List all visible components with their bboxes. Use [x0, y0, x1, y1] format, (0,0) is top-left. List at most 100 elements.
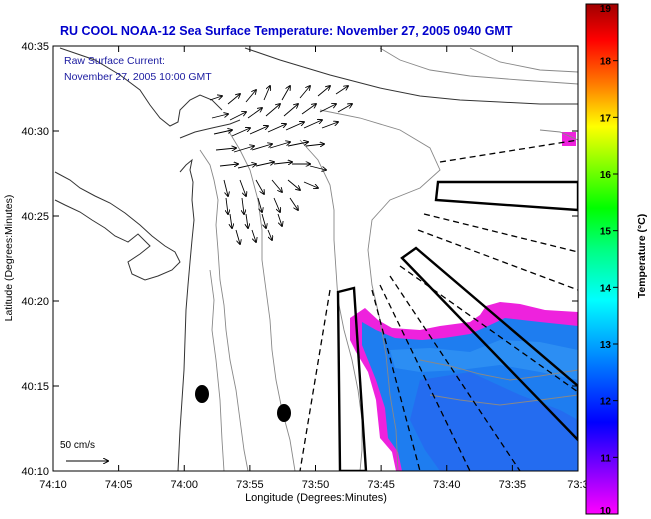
- vector: [251, 144, 272, 151]
- y-tick-label: 40:35: [21, 41, 49, 53]
- vector: [230, 213, 232, 228]
- colorbar-tick-label: 14: [600, 283, 612, 294]
- beam-8: [299, 289, 331, 471]
- colorbar-tick-label: 18: [600, 57, 612, 68]
- vector: [231, 128, 250, 137]
- annotation-line2: November 27, 2005 10:00 GMT: [64, 71, 212, 83]
- y-tick-label: 40:25: [21, 211, 49, 223]
- vector: [265, 104, 280, 117]
- colorbar-tick-label: 13: [600, 340, 612, 351]
- mooring-east[interactable]: [277, 404, 291, 422]
- y-tick-label: 40:30: [21, 126, 49, 138]
- vector: [237, 164, 256, 169]
- vector: [321, 122, 338, 129]
- vector: [227, 94, 240, 105]
- vector: [247, 108, 262, 119]
- colorbar-ticks: 19 18 17 16 15 14 13 12 11 10: [600, 3, 618, 517]
- sst-magenta-patch: [562, 132, 576, 146]
- x-tick-label: 73:3: [567, 479, 588, 491]
- contour-offshore-2: [419, 359, 578, 381]
- scale-label: 50 cm/s: [60, 440, 95, 451]
- colorbar: [585, 3, 619, 515]
- vector: [226, 197, 228, 214]
- vector: [211, 114, 228, 119]
- radar-beams: [299, 139, 578, 471]
- vector: [337, 104, 352, 113]
- nj-coastline: [54, 171, 181, 281]
- sst-blue-deep: [410, 372, 578, 471]
- vector: [287, 142, 308, 147]
- mooring-west[interactable]: [195, 385, 209, 403]
- map-panel: Raw Surface Current: November 27, 2005 1…: [53, 46, 578, 471]
- coastlines: [54, 47, 578, 471]
- contour-ripple-1: [209, 269, 225, 471]
- annotation-line1: Raw Surface Current:: [64, 55, 165, 67]
- beam-6: [379, 284, 471, 471]
- contour-hudson-canyon-east: [319, 109, 441, 471]
- x-tick-label: 74:05: [105, 479, 133, 491]
- vector: [249, 126, 268, 135]
- x-tick-label: 74:10: [39, 479, 67, 491]
- raritan-bay-shore: [179, 119, 241, 139]
- beam-7: [371, 289, 421, 471]
- vector: [209, 96, 222, 101]
- x-tick-label: 74:00: [170, 479, 198, 491]
- vector: [283, 104, 298, 117]
- vector: [245, 90, 256, 103]
- x-tick-label: 73:40: [433, 479, 461, 491]
- vector: [303, 181, 318, 188]
- vector: [271, 179, 282, 192]
- vector: [299, 86, 310, 99]
- sandy-hook: [177, 158, 195, 471]
- colorbar-tick-label: 19: [600, 4, 612, 15]
- y-tick-label: 40:10: [21, 466, 49, 478]
- current-vectors: [209, 86, 352, 244]
- vector: [289, 197, 298, 210]
- vector: [269, 142, 290, 149]
- vector: [215, 148, 236, 150]
- y-tick-label: 40:15: [21, 381, 49, 393]
- contour-offshore: [429, 394, 578, 406]
- colorbar-label: Temperature (°C): [636, 214, 648, 299]
- long-island-shore: [244, 47, 578, 105]
- figure-title: RU COOL NOAA-12 Sea Surface Temperature:…: [60, 24, 513, 38]
- beam-2: [423, 213, 578, 253]
- colorbar-tick-label: 17: [600, 113, 612, 124]
- colorbar-tick-label: 10: [600, 506, 612, 517]
- vector: [287, 179, 300, 190]
- vector: [223, 179, 228, 196]
- vector: [261, 213, 266, 228]
- colorbar-tick-label: 11: [600, 453, 611, 464]
- vector: [273, 197, 280, 212]
- y-axis-label: Latitude (Degrees:Minutes): [3, 195, 15, 322]
- contour-upper-right: [469, 47, 578, 73]
- vector: [317, 86, 330, 97]
- vector: [233, 146, 254, 153]
- vector: [235, 229, 240, 244]
- vector: [267, 229, 272, 240]
- vector: [251, 229, 256, 242]
- x-tick-label: 73:55: [236, 479, 264, 491]
- sampling-boxes: [336, 180, 578, 471]
- box-narrow: [336, 286, 368, 471]
- vector: [239, 179, 246, 196]
- axis-ticks: 74:10 74:05 74:00 73:55 73:50 73:45 73:40 73:3 5…: [21, 41, 588, 491]
- vector: [213, 130, 232, 135]
- vector: [309, 165, 326, 170]
- vector: [305, 144, 324, 146]
- vector: [255, 179, 264, 194]
- beam-3: [417, 229, 578, 291]
- vector: [229, 112, 246, 121]
- box-north: [434, 180, 578, 212]
- x-tick-label: 73:50: [302, 479, 330, 491]
- vector: [319, 104, 336, 113]
- colorbar-tick-label: 15: [600, 227, 612, 238]
- beam-1: [439, 139, 578, 163]
- beam-4: [399, 265, 578, 393]
- vector: [246, 213, 248, 228]
- x-tick-label: 73:45: [367, 479, 395, 491]
- contour-upper-left: [379, 47, 578, 85]
- vector: [255, 162, 274, 167]
- vector: [335, 86, 348, 95]
